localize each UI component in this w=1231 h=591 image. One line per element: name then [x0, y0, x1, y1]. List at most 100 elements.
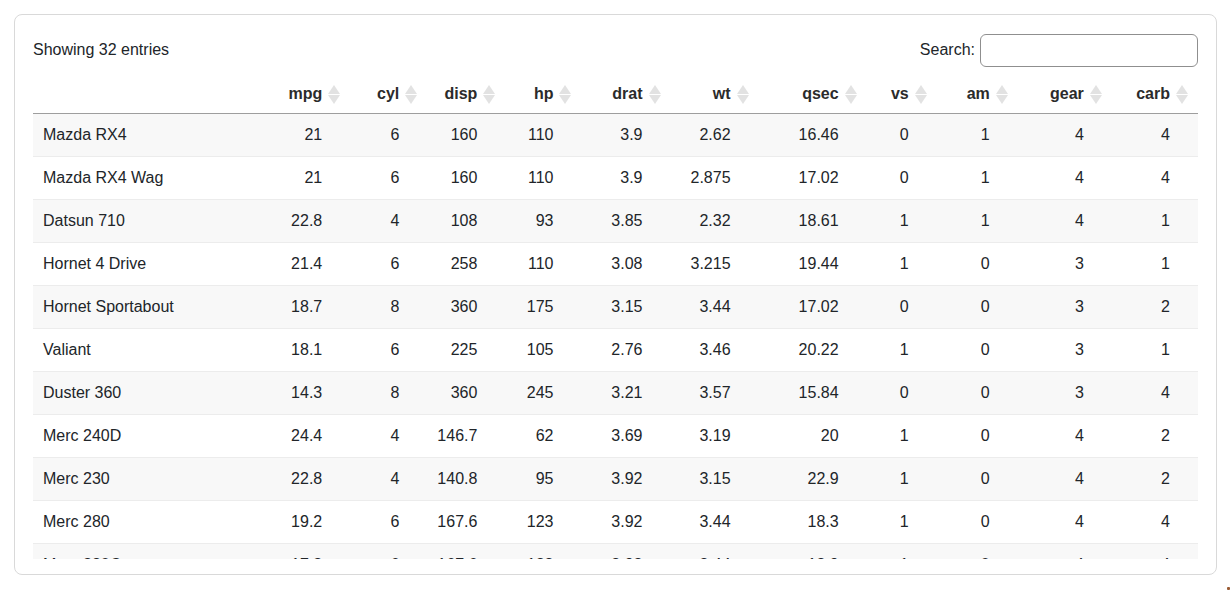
cell-wt: 2.62 — [671, 114, 759, 157]
sort-both-icon — [737, 85, 749, 104]
cell-gear: 4 — [1018, 458, 1112, 501]
row-name-cell: Merc 280 — [33, 501, 251, 544]
cell-gear: 3 — [1018, 372, 1112, 415]
cell-vs: 1 — [867, 415, 937, 458]
column-label: mpg — [288, 85, 322, 102]
row-name-cell: Valiant — [33, 329, 251, 372]
table-body: Mazda RX42161601103.92.6216.460144Mazda … — [33, 114, 1198, 560]
sort-both-icon — [559, 85, 571, 104]
table-row: Merc 240D24.44146.7623.693.19201042 — [33, 415, 1198, 458]
cell-wt: 3.44 — [671, 286, 759, 329]
cell-drat: 2.76 — [581, 329, 670, 372]
cell-vs: 1 — [867, 544, 937, 560]
cell-gear: 4 — [1018, 544, 1112, 560]
cell-hp: 123 — [505, 501, 581, 544]
cell-qsec: 18.9 — [759, 544, 867, 560]
sort-both-icon — [649, 85, 661, 104]
column-header-cyl[interactable]: cyl — [350, 77, 427, 114]
cell-drat: 3.92 — [581, 544, 670, 560]
table-toolbar: Showing 32 entries Search: — [33, 31, 1198, 69]
cell-gear: 3 — [1018, 243, 1112, 286]
column-header-carb[interactable]: carb — [1112, 77, 1198, 114]
column-header-hp[interactable]: hp — [505, 77, 581, 114]
cell-disp: 167.6 — [427, 544, 505, 560]
row-name-cell: Datsun 710 — [33, 200, 251, 243]
table-row: Merc 28019.26167.61233.923.4418.31044 — [33, 501, 1198, 544]
table-row: Merc 23022.84140.8953.923.1522.91042 — [33, 458, 1198, 501]
column-header-rowname[interactable] — [33, 77, 251, 114]
column-header-disp[interactable]: disp — [427, 77, 505, 114]
cell-carb: 2 — [1112, 286, 1198, 329]
cell-gear: 3 — [1018, 286, 1112, 329]
cell-vs: 0 — [867, 114, 937, 157]
table-row: Valiant18.162251052.763.4620.221031 — [33, 329, 1198, 372]
sort-both-icon — [483, 85, 495, 104]
cell-disp: 160 — [427, 114, 505, 157]
column-header-am[interactable]: am — [937, 77, 1018, 114]
cell-wt: 3.44 — [671, 501, 759, 544]
data-table: mpg cyldisphp drat wt qsec vs am gear carb Mazda… — [33, 77, 1198, 559]
column-header-wt[interactable]: wt — [671, 77, 759, 114]
cell-drat: 3.92 — [581, 501, 670, 544]
cell-cyl: 6 — [350, 544, 427, 560]
column-label: am — [967, 85, 990, 102]
cell-qsec: 16.46 — [759, 114, 867, 157]
screen-artifact-dot — [1227, 587, 1230, 590]
table-row: Merc 280C17.86167.61233.923.4418.91044 — [33, 544, 1198, 560]
cell-am: 0 — [937, 544, 1018, 560]
cell-am: 0 — [937, 501, 1018, 544]
column-label: drat — [612, 85, 642, 102]
cell-cyl: 6 — [350, 243, 427, 286]
column-header-gear[interactable]: gear — [1018, 77, 1112, 114]
column-label: carb — [1136, 85, 1170, 102]
cell-carb: 1 — [1112, 243, 1198, 286]
cell-cyl: 4 — [350, 458, 427, 501]
row-name-cell: Mazda RX4 — [33, 114, 251, 157]
cell-qsec: 20.22 — [759, 329, 867, 372]
cell-disp: 225 — [427, 329, 505, 372]
sort-both-icon — [845, 85, 857, 104]
cell-cyl: 6 — [350, 329, 427, 372]
cell-qsec: 17.02 — [759, 286, 867, 329]
cell-vs: 1 — [867, 458, 937, 501]
header-row: mpg cyldisphp drat wt qsec vs am gear carb — [33, 77, 1198, 114]
cell-am: 1 — [937, 114, 1018, 157]
cell-carb: 4 — [1112, 544, 1198, 560]
cell-am: 1 — [937, 200, 1018, 243]
cell-mpg: 22.8 — [251, 458, 350, 501]
cell-vs: 0 — [867, 157, 937, 200]
cell-mpg: 18.1 — [251, 329, 350, 372]
cell-hp: 110 — [505, 114, 581, 157]
cell-vs: 0 — [867, 286, 937, 329]
row-name-cell: Merc 280C — [33, 544, 251, 560]
column-label: qsec — [802, 85, 838, 102]
cell-gear: 4 — [1018, 200, 1112, 243]
row-name-cell: Mazda RX4 Wag — [33, 157, 251, 200]
cell-mpg: 24.4 — [251, 415, 350, 458]
table-info: Showing 32 entries — [33, 41, 169, 59]
cell-hp: 62 — [505, 415, 581, 458]
column-header-vs[interactable]: vs — [867, 77, 937, 114]
cell-am: 0 — [937, 458, 1018, 501]
table-scroll-area[interactable]: mpg cyldisphp drat wt qsec vs am gear carb Mazda… — [33, 77, 1198, 559]
table-row: Hornet 4 Drive21.462581103.083.21519.441… — [33, 243, 1198, 286]
cell-disp: 360 — [427, 372, 505, 415]
cell-disp: 167.6 — [427, 501, 505, 544]
cell-vs: 1 — [867, 501, 937, 544]
column-header-qsec[interactable]: qsec — [759, 77, 867, 114]
cell-carb: 4 — [1112, 501, 1198, 544]
cell-hp: 110 — [505, 157, 581, 200]
cell-hp: 95 — [505, 458, 581, 501]
column-header-mpg[interactable]: mpg — [251, 77, 350, 114]
sort-both-icon — [1090, 85, 1102, 104]
column-header-drat[interactable]: drat — [581, 77, 670, 114]
column-label: vs — [891, 85, 909, 102]
search-label: Search: — [920, 41, 975, 59]
cell-am: 0 — [937, 243, 1018, 286]
cell-wt: 3.44 — [671, 544, 759, 560]
cell-qsec: 20 — [759, 415, 867, 458]
cell-qsec: 15.84 — [759, 372, 867, 415]
cell-drat: 3.08 — [581, 243, 670, 286]
search-input[interactable] — [980, 34, 1198, 67]
cell-mpg: 14.3 — [251, 372, 350, 415]
